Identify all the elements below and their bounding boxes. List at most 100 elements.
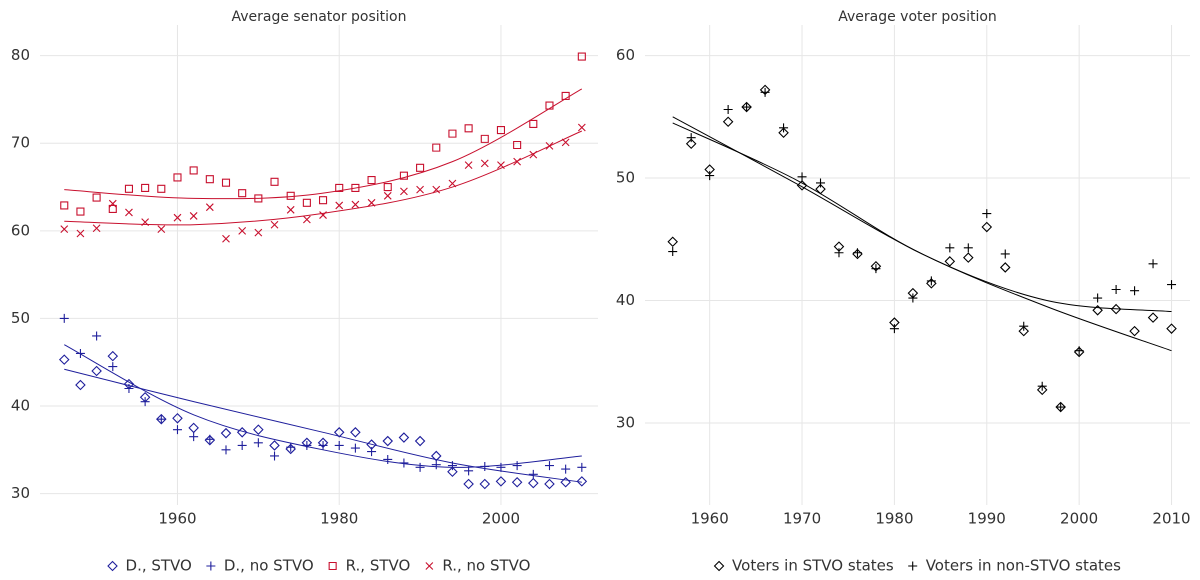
y-tick-label: 60: [616, 46, 635, 64]
point: [173, 213, 182, 222]
point: [414, 435, 426, 447]
legend-marker: [107, 560, 118, 572]
point: [545, 141, 554, 150]
point: [742, 102, 752, 112]
point: [108, 199, 117, 208]
point: [908, 293, 918, 303]
x-tick-label: 2000: [1060, 510, 1098, 528]
point: [464, 466, 474, 476]
point: [529, 119, 538, 129]
point: [60, 201, 69, 210]
point: [497, 161, 505, 170]
point: [760, 87, 770, 97]
point: [270, 177, 279, 186]
legend-label: Voters in non-STVO states: [926, 557, 1121, 575]
point: [319, 211, 327, 219]
point: [432, 185, 441, 194]
legend: D., STVO D., no STVO R., STVO R., no STVO: [107, 557, 530, 575]
x-tick-label: 2000: [482, 510, 520, 528]
point: [173, 173, 182, 182]
point: [334, 440, 344, 450]
y-tick-label: 60: [11, 221, 30, 239]
y-tick-label: 80: [11, 46, 30, 64]
point: [480, 461, 490, 471]
legend-marker: [713, 560, 725, 572]
point: [238, 189, 247, 198]
point: [270, 220, 279, 229]
point: [778, 127, 789, 139]
point: [383, 454, 393, 464]
point: [926, 276, 936, 286]
point: [367, 447, 377, 457]
point: [1111, 284, 1121, 294]
x-tick-label: 1980: [320, 510, 358, 528]
point: [944, 256, 956, 267]
point: [544, 478, 555, 490]
point: [399, 458, 409, 468]
point: [156, 414, 166, 424]
point: [253, 424, 264, 435]
point: [797, 172, 807, 182]
point: [513, 140, 522, 150]
point: [496, 126, 506, 135]
point: [205, 175, 214, 184]
point: [75, 348, 85, 358]
point: [431, 460, 441, 470]
point: [350, 427, 361, 438]
point: [188, 422, 199, 434]
legend-marker: [908, 561, 918, 571]
point: [333, 427, 345, 438]
point: [1110, 303, 1122, 315]
point: [140, 397, 150, 407]
fit-line: [64, 368, 582, 483]
point: [335, 183, 344, 192]
point: [1000, 249, 1010, 259]
point: [189, 166, 198, 175]
point: [286, 442, 296, 452]
point: [448, 129, 457, 138]
y-tick-label: 40: [616, 291, 635, 309]
point: [318, 196, 328, 205]
point: [416, 185, 424, 194]
point: [141, 218, 150, 226]
point: [513, 157, 522, 166]
y-tick-label: 40: [11, 397, 30, 415]
point: [351, 200, 360, 209]
point: [464, 124, 473, 133]
point: [1074, 346, 1084, 356]
point: [367, 175, 376, 185]
point: [1129, 325, 1140, 337]
point: [561, 464, 571, 474]
point: [351, 183, 360, 192]
point: [335, 201, 344, 210]
point: [253, 438, 263, 448]
point: [705, 171, 715, 181]
point: [545, 101, 554, 110]
legend-marker: [206, 561, 216, 571]
point: [383, 182, 392, 192]
point: [302, 215, 311, 224]
point: [157, 225, 166, 233]
y-tick-label: 30: [616, 413, 635, 431]
point: [367, 198, 376, 207]
point: [172, 413, 183, 424]
legend-label: R., STVO: [346, 557, 411, 575]
legend-marker: [328, 561, 337, 571]
point: [963, 252, 974, 263]
point: [302, 440, 312, 450]
point: [577, 462, 587, 472]
point: [124, 384, 134, 394]
x-tick-label: 1960: [691, 510, 729, 528]
point: [463, 478, 474, 490]
point: [107, 350, 119, 362]
point: [511, 476, 523, 488]
point: [415, 462, 425, 472]
point: [383, 191, 392, 200]
point: [480, 134, 489, 143]
chart-title: Average senator position: [231, 9, 406, 25]
point: [1147, 312, 1159, 323]
point: [834, 248, 844, 258]
point: [157, 184, 166, 193]
point: [479, 478, 491, 490]
point: [528, 477, 539, 489]
